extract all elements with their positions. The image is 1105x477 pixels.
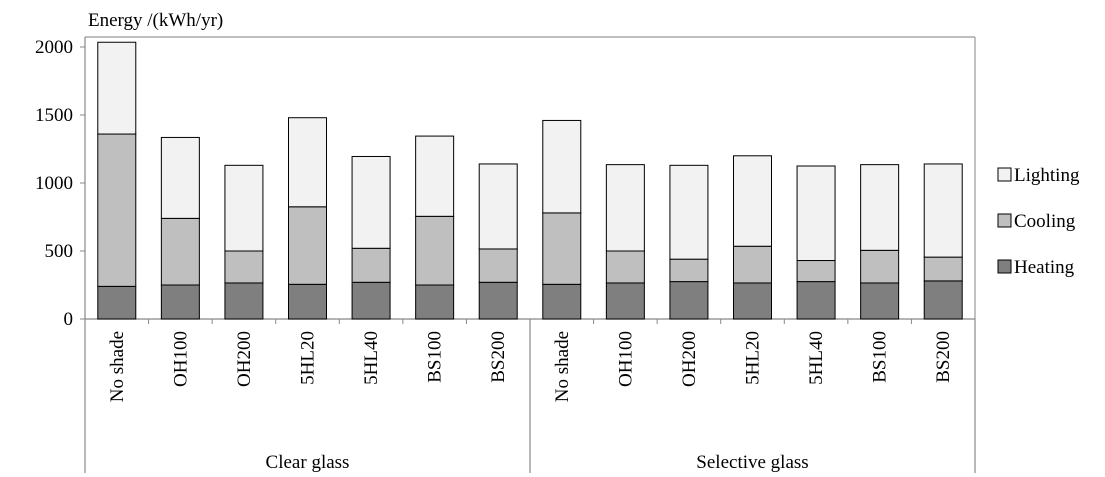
y-tick-label: 1500	[35, 105, 73, 126]
bar-segment-heating	[669, 281, 709, 320]
category-label: BS200	[488, 331, 509, 383]
legend-swatch-lighting	[997, 167, 1012, 182]
bar-segment-lighting	[860, 164, 900, 251]
bar-segment-cooling	[160, 217, 200, 286]
y-tick-label: 1000	[35, 173, 73, 194]
bar-segment-heating	[224, 282, 264, 320]
category-label: 5HL40	[806, 331, 827, 385]
legend-label: Lighting	[1014, 165, 1080, 186]
bar-segment-cooling	[478, 248, 518, 283]
category-label: BS200	[933, 331, 954, 383]
group-label: Selective glass	[696, 452, 808, 473]
bar-segment-lighting	[478, 163, 518, 250]
bar-segment-cooling	[733, 245, 772, 284]
bar-segment-cooling	[351, 247, 391, 283]
legend-swatch-cooling	[997, 213, 1012, 228]
bar-segment-lighting	[288, 117, 327, 208]
category-label: No shade	[552, 331, 573, 402]
y-tick-label: 2000	[35, 37, 73, 58]
bar-segment-lighting	[97, 41, 137, 135]
bar-segment-cooling	[415, 215, 455, 286]
bar-segment-cooling	[97, 133, 137, 287]
bar-segment-lighting	[415, 135, 455, 217]
bar-segment-lighting	[669, 164, 709, 260]
category-label: BS100	[425, 331, 446, 383]
bar-segment-heating	[605, 282, 645, 320]
bar-segment-cooling	[860, 249, 900, 284]
bar-segment-cooling	[669, 258, 709, 283]
bar-segment-heating	[415, 284, 455, 320]
category-label: 5HL40	[361, 331, 382, 385]
bar-segment-heating	[160, 284, 200, 320]
bar-segment-heating	[796, 281, 836, 320]
y-tick-label: 0	[64, 309, 74, 330]
bar-segment-lighting	[542, 119, 582, 214]
bar-segment-heating	[478, 281, 518, 320]
category-label: OH100	[615, 331, 636, 387]
bar-segment-cooling	[605, 250, 645, 284]
y-axis-title: Energy /(kWh/yr)	[88, 10, 223, 31]
legend-label: Cooling	[1014, 211, 1076, 232]
bar-segment-lighting	[605, 164, 645, 252]
bar-segment-heating	[288, 283, 327, 320]
bar-segment-cooling	[796, 260, 836, 283]
category-label: No shade	[107, 331, 128, 402]
category-label: OH200	[679, 331, 700, 387]
bar-segment-heating	[542, 283, 582, 320]
bar-segment-lighting	[796, 165, 836, 262]
legend-swatch-heating	[997, 259, 1012, 274]
category-label: 5HL20	[743, 331, 764, 385]
bar-segment-heating	[351, 281, 391, 320]
category-label: BS100	[870, 331, 891, 383]
bar-segment-lighting	[224, 164, 264, 252]
bar-segment-lighting	[923, 163, 963, 258]
bar-segment-cooling	[923, 256, 963, 282]
bar-segment-lighting	[160, 136, 200, 219]
legend-label: Heating	[1014, 257, 1075, 278]
category-label: OH200	[234, 331, 255, 387]
bar-segment-lighting	[351, 155, 391, 249]
bar-segment-heating	[97, 285, 137, 320]
bar-segment-lighting	[733, 155, 772, 247]
category-label: 5HL20	[298, 331, 319, 385]
bar-segment-heating	[860, 282, 900, 320]
bar-segment-heating	[923, 280, 963, 320]
bar-segment-heating	[733, 282, 772, 320]
bar-segment-cooling	[224, 250, 264, 284]
category-label: OH100	[170, 331, 191, 387]
bar-segment-cooling	[542, 212, 582, 285]
y-tick-label: 500	[45, 241, 74, 262]
group-label: Clear glass	[266, 452, 350, 473]
bar-segment-cooling	[288, 206, 327, 285]
